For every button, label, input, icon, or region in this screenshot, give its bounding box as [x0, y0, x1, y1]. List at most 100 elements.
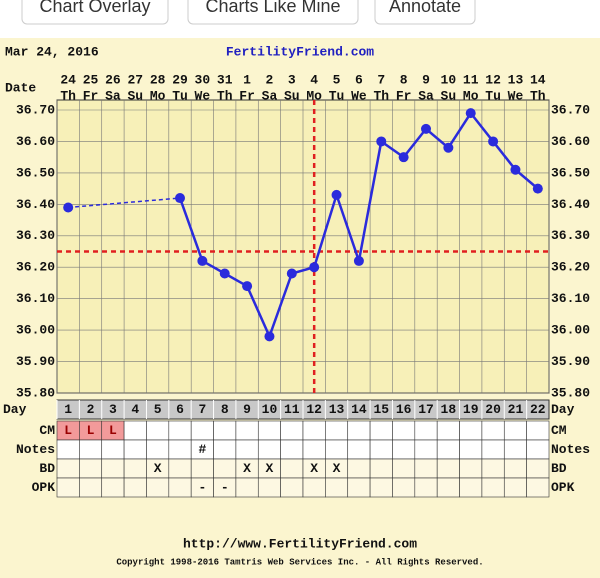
row-cell — [436, 458, 460, 479]
row-cell — [123, 439, 147, 460]
date-label: 12 — [485, 72, 501, 87]
y-tick-label: 36.40 — [16, 197, 55, 212]
row-cell — [526, 439, 550, 460]
button-label[interactable]: Charts Like Mine — [205, 0, 340, 16]
temp-point — [421, 123, 431, 134]
weekday-label: Su — [127, 88, 143, 103]
row-cell — [280, 458, 304, 479]
y-tick-label: 36.30 — [16, 228, 55, 243]
weekday-label: Tu — [172, 88, 188, 103]
y-tick-label: 36.70 — [16, 102, 55, 117]
weekday-label: Fr — [239, 88, 255, 103]
row-cell — [526, 458, 550, 479]
temp-point — [219, 268, 230, 279]
weekday-label: Sa — [105, 88, 121, 103]
gap-bridge — [68, 197, 181, 209]
button-label[interactable]: Chart Overlay — [39, 0, 150, 16]
row-cell — [101, 458, 125, 479]
weekday-label: Sa — [418, 88, 434, 103]
date-label: 24 — [60, 72, 76, 87]
y2-tick-label: 36.30 — [551, 228, 590, 243]
weekday-label: Tu — [329, 88, 345, 103]
row-cell — [325, 477, 349, 498]
row-label: CM — [551, 423, 567, 438]
y-tick-label: 36.20 — [16, 260, 55, 275]
row-cell — [302, 420, 326, 441]
row-cell — [280, 420, 304, 441]
row-cell — [123, 458, 147, 479]
row-cell — [459, 420, 483, 441]
row-cell — [146, 439, 170, 460]
day-label: 10 — [262, 402, 278, 417]
button[interactable] — [21, 0, 169, 25]
row-cell — [369, 458, 393, 479]
row-cell — [101, 439, 125, 460]
cell-text: - — [198, 480, 206, 495]
date-label: 28 — [150, 72, 166, 87]
row-cell — [503, 477, 527, 498]
temp-point — [309, 262, 320, 273]
weekday-label: Tu — [485, 88, 501, 103]
cell-text: X — [154, 461, 162, 476]
date-label: 14 — [530, 72, 546, 87]
weekday-label: Th — [217, 88, 233, 103]
row-cell — [347, 439, 371, 460]
row-cell — [146, 477, 170, 498]
row-label: CM — [39, 423, 55, 438]
row-cell — [481, 458, 505, 479]
temp-point — [331, 189, 342, 200]
row-cell — [302, 477, 326, 498]
y2-tick-label: 36.20 — [551, 260, 590, 275]
cell-text: X — [333, 461, 341, 476]
day-label: 3 — [109, 402, 117, 417]
temp-point — [532, 183, 543, 194]
row-cell — [369, 420, 393, 441]
y2-tick-label: 36.40 — [551, 197, 590, 212]
row-cell — [436, 439, 460, 460]
day-label: 5 — [154, 402, 162, 417]
y-tick-label: 36.10 — [16, 291, 55, 306]
day-header: Day — [551, 402, 575, 417]
footer-url: http://www.FertilityFriend.com — [183, 536, 417, 551]
row-label: BD — [551, 461, 567, 476]
row-cell — [56, 439, 80, 460]
row-cell — [213, 458, 237, 479]
temp-point — [398, 152, 409, 163]
y-tick-label: 35.80 — [16, 385, 55, 400]
date-label: 1 — [243, 72, 251, 87]
date-label: 2 — [266, 72, 274, 87]
row-cell — [459, 477, 483, 498]
temp-point — [264, 331, 275, 342]
row-cell — [280, 477, 304, 498]
row-cell — [235, 439, 259, 460]
button-label[interactable]: Annotate — [389, 0, 461, 16]
temp-point — [63, 202, 74, 213]
row-cell — [347, 420, 371, 441]
day-label: 17 — [418, 402, 434, 417]
button[interactable] — [187, 0, 359, 25]
day-label: 1 — [64, 402, 72, 417]
weekday-label: Mo — [463, 88, 479, 103]
y-tick-label: 35.90 — [16, 354, 55, 369]
button[interactable] — [374, 0, 476, 25]
day-label: 15 — [373, 402, 389, 417]
weekday-label: We — [195, 88, 211, 103]
weekday-label: Fr — [396, 88, 412, 103]
y2-tick-label: 36.00 — [551, 323, 590, 338]
cell-text: L — [109, 423, 117, 438]
cell-text: - — [221, 480, 229, 495]
row-cell — [392, 439, 416, 460]
y-tick-label: 36.50 — [16, 165, 55, 180]
date-label: Mar 24, 2016 — [5, 44, 99, 59]
weekday-label: Th — [530, 88, 546, 103]
weekday-label: Mo — [306, 88, 322, 103]
weekday-label: Fr — [83, 88, 99, 103]
temp-point — [510, 164, 521, 175]
day-label: 22 — [530, 402, 546, 417]
day-header: Day — [3, 402, 27, 417]
date-label: 9 — [422, 72, 430, 87]
y-tick-label: 36.00 — [16, 323, 55, 338]
date-label: 13 — [508, 72, 524, 87]
day-label: 6 — [176, 402, 184, 417]
day-label: 7 — [198, 402, 206, 417]
